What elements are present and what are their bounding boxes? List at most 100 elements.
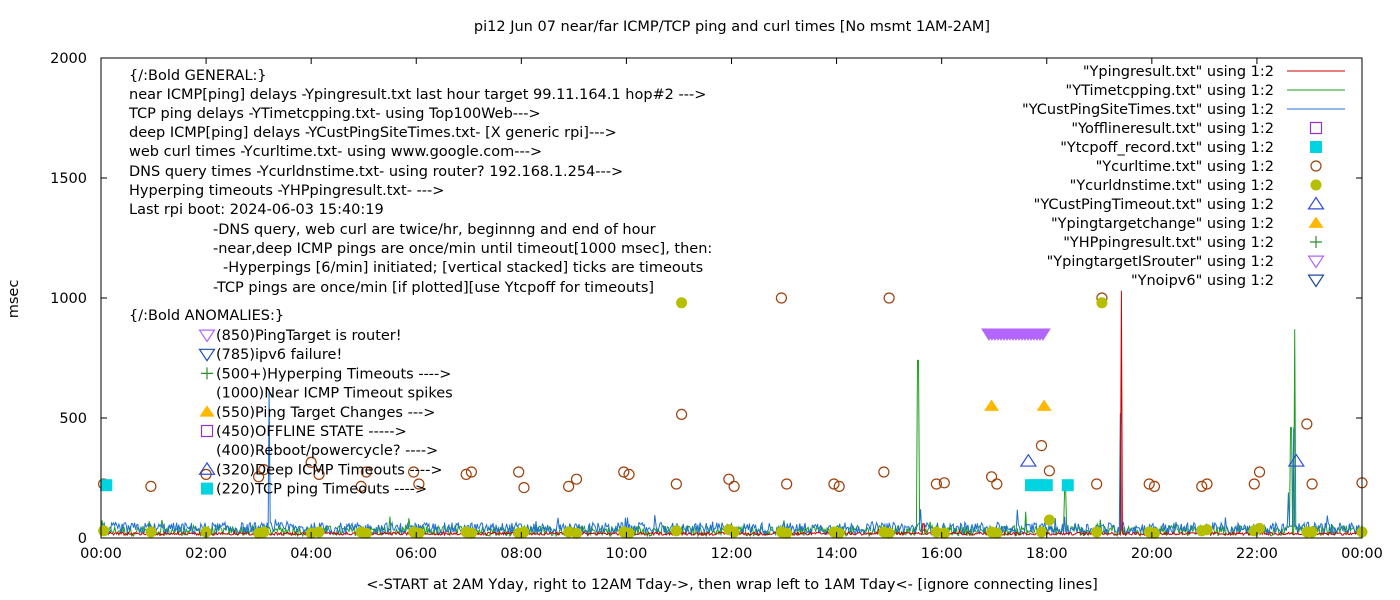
legend-swatch [1310, 141, 1322, 153]
anomaly-label: (450)OFFLINE STATE -----> [216, 424, 407, 440]
annotation-line: -near,deep ICMP pings are once/min until… [213, 241, 712, 257]
data-point [100, 479, 113, 492]
anomaly-marker [198, 329, 216, 343]
annotation-line: deep ICMP[ping] delays -YCustPingSiteTim… [129, 125, 617, 141]
data-point [833, 527, 845, 539]
data-point [938, 477, 950, 489]
y-tick-label: 2000 [50, 51, 87, 67]
anomaly-label: (785)ipv6 failure! [216, 347, 342, 363]
x-tick-label: 22:00 [1236, 546, 1278, 562]
annotation-layer: {/:Bold GENERAL:} near ICMP[ping] delays … [128, 68, 712, 498]
annotation-line: near ICMP[ping] delays -Ypingresult.txt … [129, 87, 706, 103]
chart-title: pi12 Jun 07 near/far ICMP/TCP ping and c… [474, 19, 990, 35]
data-point [145, 480, 157, 492]
annotation-line: -Hyperpings [6/min] initiated; [vertical… [223, 260, 703, 276]
data-point [883, 292, 895, 304]
legend-swatch [1307, 255, 1325, 269]
legend-label: "Ycurldnstime.txt" using 1:2 [1070, 178, 1274, 194]
data-point [465, 527, 477, 539]
legend-label: "YpingtargetISrouter" using 1:2 [1047, 254, 1274, 270]
legend-swatch [1310, 179, 1322, 191]
data-point [670, 478, 682, 490]
data-point [1254, 522, 1266, 534]
data-point [305, 456, 317, 468]
legend-label: "Ypingtargetchange" using 1:2 [1051, 216, 1274, 232]
x-tick-label: 14:00 [816, 546, 858, 562]
data-point [728, 480, 740, 492]
annotation-line: TCP ping delays -YTimetcpping.txt- using… [128, 106, 541, 122]
legend-swatch [1307, 274, 1325, 288]
data-point [1306, 478, 1318, 490]
data-point [408, 466, 420, 478]
tick-layer: 00:00 02:00 04:00 06:00 08:00 10:00 12:00 14:00… [50, 51, 1383, 562]
data-point [991, 527, 1003, 539]
legend-swatch [1309, 121, 1323, 135]
anomaly-label: (220)TCP ping Timeouts ----> [216, 482, 427, 498]
data-point [781, 478, 793, 490]
annotation-line: web curl times -Ycurltime.txt- using www… [129, 144, 542, 160]
anomaly-marker [198, 348, 216, 362]
data-point [1148, 480, 1161, 492]
data-point [413, 478, 425, 490]
anomaly-label: (400)Reboot/powercycle? ----> [216, 443, 438, 459]
x-tick-label: 02:00 [185, 546, 227, 562]
legend-label: "Ytcpoff_record.txt" using 1:2 [1060, 140, 1274, 156]
legend-swatch [1308, 216, 1324, 228]
data-point [1287, 453, 1305, 467]
data-point [985, 471, 998, 483]
x-tick-label: 20:00 [1131, 546, 1173, 562]
data-point [623, 468, 635, 480]
series-line [100, 389, 1363, 537]
annotation-line: DNS query times -Ycurldnstime.txt- using… [129, 164, 623, 180]
data-point [618, 466, 630, 478]
x-tick-label: 12:00 [711, 546, 753, 562]
data-point [98, 525, 110, 537]
annotation-line: -DNS query, web curl are twice/hr, begin… [213, 222, 656, 238]
anomaly-label: (850)PingTarget is router! [216, 328, 402, 344]
data-point [518, 482, 530, 494]
data-point [460, 468, 472, 480]
legend-swatch [1310, 160, 1322, 172]
x-tick-label: 08:00 [500, 546, 542, 562]
data-point [938, 527, 950, 539]
data-point [1043, 514, 1055, 526]
legend-label: "Ypingresult.txt" using 1:2 [1083, 64, 1274, 80]
data-point [1040, 479, 1053, 492]
y-tick-label: 0 [78, 531, 87, 547]
data-point [991, 478, 1003, 490]
data-point [413, 527, 425, 539]
data-point [570, 473, 583, 485]
legend-swatch [1310, 236, 1322, 248]
anomaly-marker [198, 461, 216, 475]
data-point [1096, 297, 1108, 309]
marker-layer [98, 292, 1368, 539]
legend-swatch [1307, 196, 1325, 210]
x-tick-label: 18:00 [1026, 546, 1068, 562]
data-point [1019, 453, 1037, 467]
legend-label: "Ynoipv6" using 1:2 [1131, 273, 1274, 289]
data-point [253, 471, 265, 483]
anomaly-marker [201, 367, 213, 380]
annotation-line: Last rpi boot: 2024-06-03 15:40:19 [129, 202, 384, 218]
anomaly-marker [201, 482, 213, 495]
anomaly-label: (320)Deep ICMP Timeouts ----> [216, 462, 443, 478]
annotation-line: {/:Bold GENERAL:} [129, 68, 267, 84]
data-point [723, 473, 735, 485]
data-point [676, 297, 688, 309]
data-point [1035, 526, 1047, 538]
anomaly-marker [200, 424, 214, 438]
data-point [984, 399, 1000, 411]
data-point [1143, 478, 1155, 490]
x-tick-label: 00:00 [80, 546, 122, 562]
y-tick-label: 1500 [50, 171, 87, 187]
x-tick-label: 16:00 [921, 546, 963, 562]
annotation-line: {/:Bold ANOMALIES:} [129, 308, 284, 324]
data-point [1201, 478, 1213, 490]
x-axis-label: <-START at 2AM Yday, right to 12AM Tday-… [366, 577, 1098, 593]
data-point [775, 292, 788, 304]
y-axis-label: msec [6, 280, 22, 319]
x-tick-label: 06:00 [395, 546, 437, 562]
data-point [313, 468, 325, 480]
data-point [513, 466, 525, 478]
